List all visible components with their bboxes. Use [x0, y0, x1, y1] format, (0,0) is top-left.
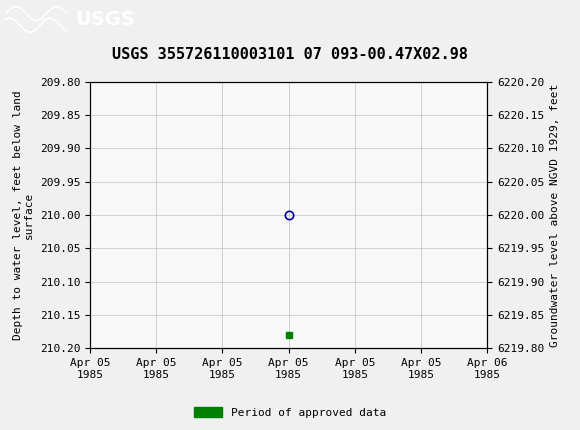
Y-axis label: Depth to water level, feet below land
surface: Depth to water level, feet below land su…: [13, 90, 34, 340]
Text: USGS: USGS: [75, 10, 135, 29]
Legend: Period of approved data: Period of approved data: [190, 403, 390, 422]
Text: USGS 355726110003101 07 093-00.47X02.98: USGS 355726110003101 07 093-00.47X02.98: [112, 47, 468, 62]
Y-axis label: Groundwater level above NGVD 1929, feet: Groundwater level above NGVD 1929, feet: [550, 83, 560, 347]
